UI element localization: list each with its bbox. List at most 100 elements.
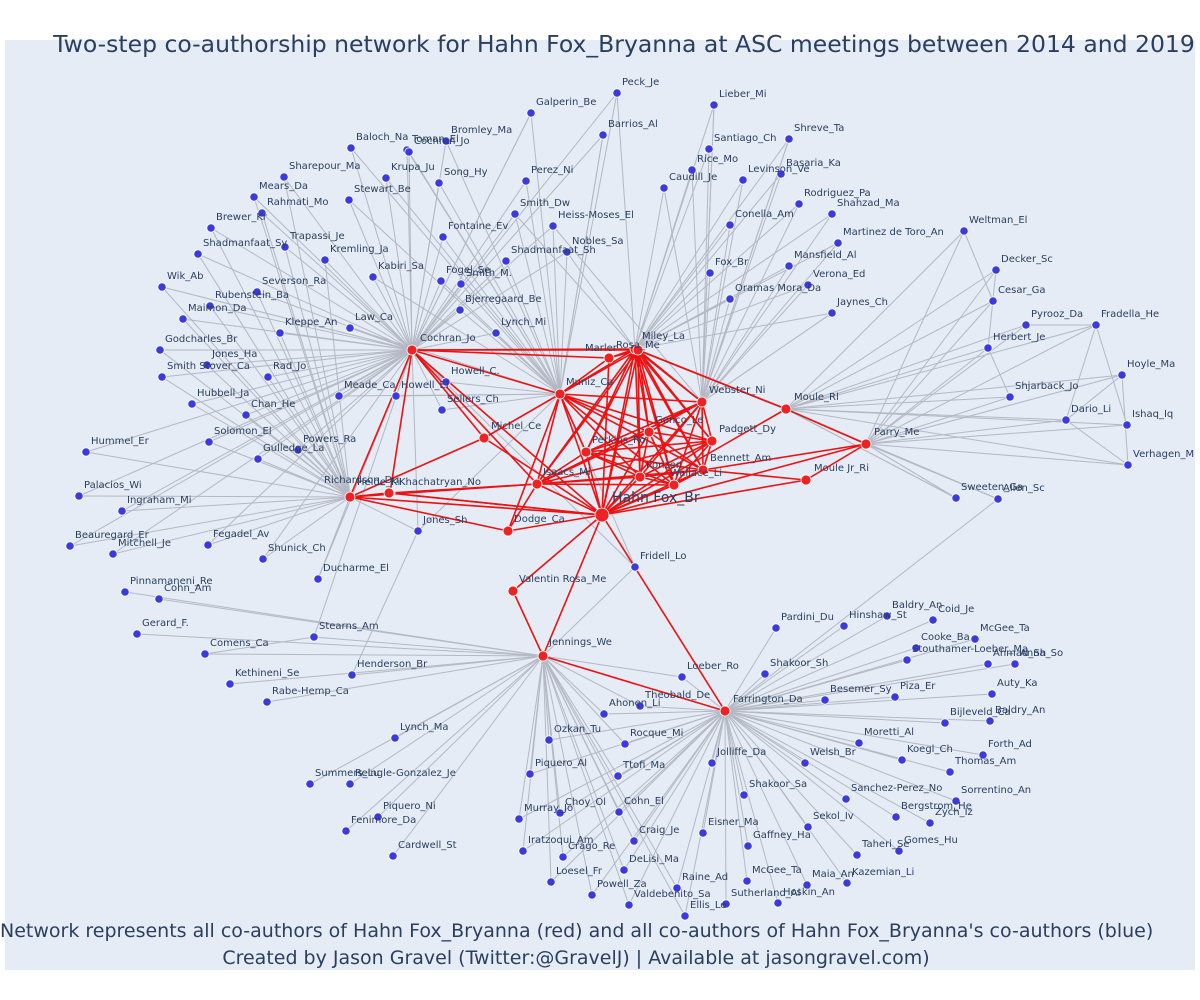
node-perez[interactable] (521, 176, 531, 186)
node-koegl[interactable] (897, 755, 907, 765)
node-thomas[interactable] (945, 767, 955, 777)
node-delisi[interactable] (619, 865, 629, 875)
node-cohnam[interactable] (154, 594, 164, 604)
node-cochran[interactable] (406, 344, 418, 356)
node-welsh[interactable] (800, 758, 810, 768)
node-lynchmi[interactable] (491, 328, 501, 338)
node-kazemian[interactable] (842, 878, 852, 888)
node-henderson[interactable] (347, 670, 357, 680)
node-mcgeeta1[interactable] (970, 634, 980, 644)
node-meade[interactable] (334, 391, 344, 401)
node-fontaine[interactable] (438, 232, 448, 242)
node-farrington[interactable] (719, 705, 731, 717)
node-sanchez[interactable] (841, 794, 851, 804)
node-sweeten[interactable] (951, 493, 961, 503)
node-theobald[interactable] (635, 701, 645, 711)
node-cesar[interactable] (988, 296, 998, 306)
node-loesel[interactable] (546, 877, 556, 887)
node-besemer[interactable] (820, 695, 830, 705)
node-hahn[interactable] (594, 507, 610, 523)
node-fegadel[interactable] (203, 540, 213, 550)
node-ahonen[interactable] (599, 709, 609, 719)
node-barrios[interactable] (598, 130, 608, 140)
node-howellel[interactable] (391, 391, 401, 401)
node-padgett[interactable] (706, 435, 718, 447)
node-fenimore[interactable] (341, 826, 351, 836)
node-sekol[interactable] (803, 822, 813, 832)
node-perkins[interactable] (580, 446, 592, 458)
node-rice[interactable] (687, 165, 697, 175)
node-moretti[interactable] (854, 738, 864, 748)
node-godcharles[interactable] (155, 345, 165, 355)
node-ozkan[interactable] (544, 735, 554, 745)
node-krupa[interactable] (381, 173, 391, 183)
node-parry[interactable] (860, 438, 872, 450)
node-michel[interactable] (478, 432, 490, 444)
node-wallace[interactable] (668, 479, 680, 491)
node-pinnamaneni[interactable] (120, 587, 130, 597)
node-severson[interactable] (252, 287, 262, 297)
node-maimon[interactable] (178, 314, 188, 324)
node-pyrooz[interactable] (1021, 320, 1031, 330)
node-noblessa[interactable] (562, 247, 572, 257)
node-richardson[interactable] (344, 491, 356, 503)
node-gulledge[interactable] (253, 454, 263, 464)
node-jolliffe[interactable] (707, 758, 717, 768)
node-rabehemp[interactable] (262, 697, 272, 707)
node-bromley[interactable] (441, 136, 451, 146)
node-genco[interactable] (643, 426, 655, 438)
node-stouthamer[interactable] (902, 655, 912, 665)
node-rosa[interactable] (632, 344, 644, 356)
node-peck[interactable] (612, 88, 622, 98)
node-loeber[interactable] (677, 672, 687, 682)
node-ahmad[interactable] (983, 659, 993, 669)
node-hummel[interactable] (81, 447, 91, 457)
node-verona[interactable] (803, 280, 813, 290)
node-kethineni[interactable] (225, 679, 235, 689)
node-hinshaw[interactable] (839, 621, 849, 631)
node-jennings[interactable] (537, 650, 549, 662)
node-choy[interactable] (555, 808, 565, 818)
node-shakoorsh[interactable] (760, 669, 770, 679)
node-shunick[interactable] (258, 554, 268, 564)
node-ishaq[interactable] (1122, 420, 1132, 430)
node-galperin[interactable] (526, 108, 536, 118)
node-fradella[interactable] (1091, 320, 1101, 330)
node-howellc[interactable] (441, 377, 451, 387)
node-foxbr[interactable] (705, 268, 715, 278)
node-shjarback[interactable] (1005, 392, 1015, 402)
node-sharepour[interactable] (279, 172, 289, 182)
node-crago[interactable] (558, 852, 568, 862)
node-kremling[interactable] (320, 255, 330, 265)
node-powell[interactable] (587, 890, 597, 900)
node-auty[interactable] (987, 689, 997, 699)
node-stewart[interactable] (344, 195, 354, 205)
node-moulejr[interactable] (800, 474, 812, 486)
node-murray[interactable] (514, 814, 524, 824)
node-bennett[interactable] (697, 464, 709, 476)
node-bijleveld[interactable] (940, 718, 950, 728)
node-hoskin[interactable] (773, 898, 783, 908)
node-bjerregaard[interactable] (455, 305, 465, 315)
node-basaria[interactable] (776, 169, 786, 179)
node-shadmanfaatsy[interactable] (193, 249, 203, 259)
node-bergstrom[interactable] (891, 812, 901, 822)
node-allen[interactable] (993, 494, 1003, 504)
node-heissmoses[interactable] (548, 221, 558, 231)
node-brewer[interactable] (206, 223, 216, 233)
node-mansfield[interactable] (784, 261, 794, 271)
node-kleppe[interactable] (275, 328, 285, 338)
node-shahzad[interactable] (827, 209, 837, 219)
node-rodriguez[interactable] (794, 199, 804, 209)
node-valentin[interactable] (507, 585, 519, 597)
node-webster[interactable] (696, 396, 708, 408)
node-trapassi[interactable] (280, 242, 290, 252)
node-comens[interactable] (200, 649, 210, 659)
node-isaacs[interactable] (531, 478, 543, 490)
node-gaffney[interactable] (743, 841, 753, 851)
node-caudill[interactable] (659, 183, 669, 193)
node-baldryan2[interactable] (985, 716, 995, 726)
node-shreve[interactable] (784, 134, 794, 144)
node-radjo[interactable] (263, 372, 273, 382)
node-mcgeeta2[interactable] (742, 876, 752, 886)
